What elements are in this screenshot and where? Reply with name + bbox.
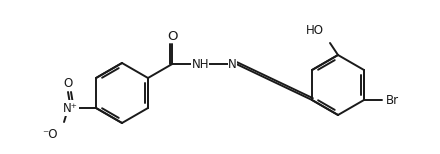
Text: ⁻O: ⁻O xyxy=(43,128,58,141)
Text: HO: HO xyxy=(306,24,324,37)
Text: NH: NH xyxy=(191,57,209,71)
Text: N: N xyxy=(228,57,237,71)
Text: O: O xyxy=(167,30,177,43)
Text: O: O xyxy=(63,77,73,90)
Text: N⁺: N⁺ xyxy=(62,101,77,115)
Text: Br: Br xyxy=(386,93,399,107)
